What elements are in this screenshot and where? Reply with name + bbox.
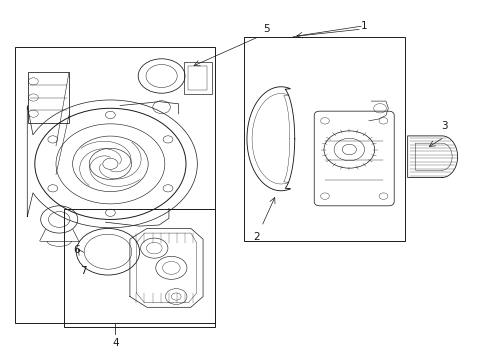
Text: 3: 3 [440, 121, 447, 131]
Bar [244, 37, 405, 241]
Text: 6: 6 [73, 245, 80, 255]
Bar [183, 62, 211, 94]
Bar [27, 72, 69, 123]
Text: 7: 7 [80, 266, 87, 276]
Text: 2: 2 [253, 232, 260, 242]
Text: 5: 5 [263, 24, 269, 35]
Bar [188, 66, 206, 90]
Text: 1: 1 [360, 21, 366, 31]
Text: 4: 4 [112, 338, 119, 348]
Bar [15, 47, 215, 323]
Bar [64, 209, 215, 327]
